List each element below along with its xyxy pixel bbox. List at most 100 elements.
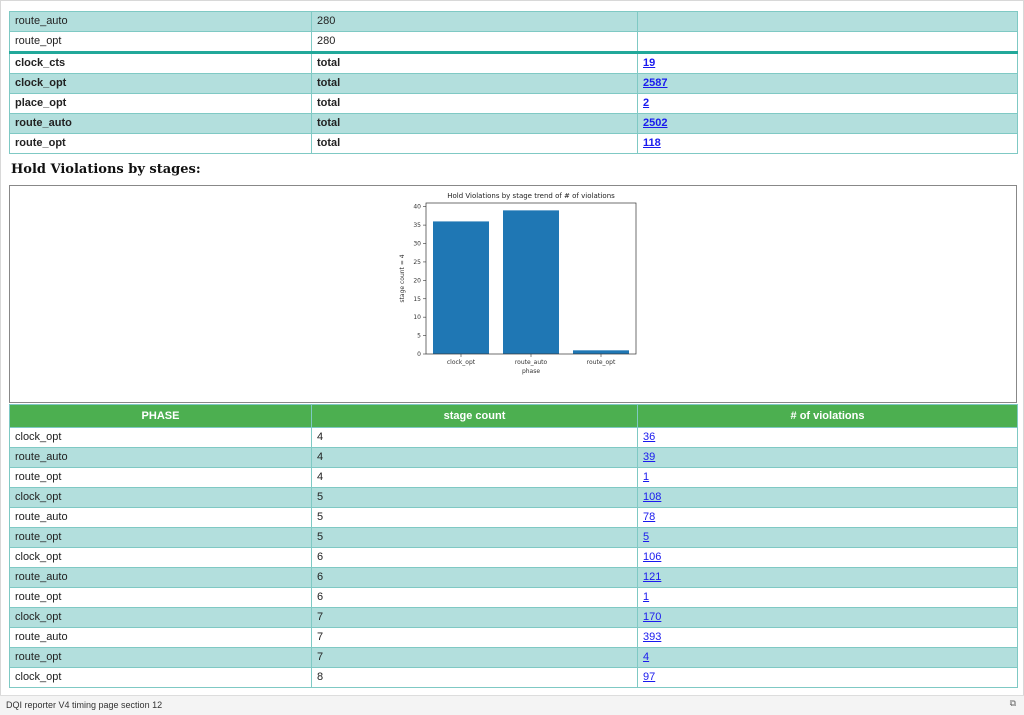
table-row: route_auto 5 78: [9, 507, 1018, 528]
stage-count-cell: 4: [311, 427, 638, 448]
phase-cell: clock_opt: [9, 607, 312, 628]
cell-c3: [637, 11, 1018, 32]
column-header[interactable]: PHASE: [9, 404, 312, 428]
chart-container: Hold Violations by stage trend of # of v…: [9, 185, 1017, 403]
total-link[interactable]: 19: [643, 57, 656, 69]
violations-link[interactable]: 4: [643, 651, 650, 663]
stage-count-cell: 6: [311, 547, 638, 568]
y-tick-label: 30: [413, 241, 421, 248]
table-row: route_opt 7 4: [9, 647, 1018, 668]
cell-c1: place_opt: [9, 93, 312, 114]
cell-c2: total: [311, 73, 638, 94]
hold-table: PHASE stage count # of violations clock_op…: [9, 404, 1018, 688]
violations-cell: 106: [637, 547, 1018, 568]
cell-c2: 280: [311, 31, 638, 53]
y-tick-label: 20: [413, 277, 421, 284]
cell-c1: clock_cts: [9, 51, 312, 74]
stage-count-cell: 7: [311, 627, 638, 648]
violations-link[interactable]: 5: [643, 531, 650, 543]
violations-link[interactable]: 121: [643, 571, 662, 583]
bar-route_opt: [573, 350, 629, 354]
cell-c3: 2502: [637, 113, 1018, 134]
phase-cell: route_auto: [9, 447, 312, 468]
y-tick-label: 25: [413, 259, 421, 266]
violations-cell: 393: [637, 627, 1018, 648]
violations-cell: 108: [637, 487, 1018, 508]
violations-link[interactable]: 1: [643, 471, 650, 483]
violations-cell: 97: [637, 667, 1018, 688]
violations-link[interactable]: 393: [643, 631, 662, 643]
table-row: clock_opt 7 170: [9, 607, 1018, 628]
page-frame: route_auto 280 route_opt 280 clock_cts total 1…: [0, 0, 1024, 696]
violations-cell: 1: [637, 467, 1018, 488]
phase-cell: route_auto: [9, 507, 312, 528]
y-tick-label: 40: [413, 204, 421, 211]
cell-c2: 280: [311, 11, 638, 32]
table-row: route_opt 280: [9, 31, 1018, 53]
x-tick-label: route_auto: [515, 359, 548, 366]
table-row: clock_opt 5 108: [9, 487, 1018, 508]
cell-c1: clock_opt: [9, 73, 312, 94]
phase-cell: route_opt: [9, 467, 312, 488]
violations-cell: 39: [637, 447, 1018, 468]
total-link[interactable]: 2502: [643, 117, 668, 129]
total-row: route_opt total 118: [9, 133, 1018, 154]
cell-c3: 19: [637, 51, 1018, 74]
phase-cell: clock_opt: [9, 427, 312, 448]
y-axis-label: stage count = 4: [399, 254, 406, 302]
violations-cell: 170: [637, 607, 1018, 628]
violations-link[interactable]: 108: [643, 491, 662, 503]
content: route_auto 280 route_opt 280 clock_cts total 1…: [9, 11, 1019, 688]
violations-cell: 121: [637, 567, 1018, 588]
cell-c2: total: [311, 133, 638, 154]
violations-link[interactable]: 36: [643, 431, 656, 443]
total-link[interactable]: 118: [643, 137, 661, 149]
stage-count-cell: 7: [311, 607, 638, 628]
violations-cell: 1: [637, 587, 1018, 608]
y-tick-label: 5: [417, 333, 421, 340]
total-row: clock_cts total 19: [9, 51, 1018, 74]
table-row: route_opt 4 1: [9, 467, 1018, 488]
y-tick-label: 15: [413, 296, 421, 303]
violations-cell: 36: [637, 427, 1018, 448]
stage-count-cell: 8: [311, 667, 638, 688]
violations-cell: 78: [637, 507, 1018, 528]
cell-c1: route_auto: [9, 11, 312, 32]
phase-cell: route_auto: [9, 567, 312, 588]
stage-count-cell: 7: [311, 647, 638, 668]
violations-link[interactable]: 1: [643, 591, 650, 603]
x-tick-label: clock_opt: [447, 359, 476, 366]
top-table: route_auto 280 route_opt 280 clock_cts total 1…: [9, 11, 1018, 154]
violations-link[interactable]: 97: [643, 671, 656, 683]
cell-c3: 118: [637, 133, 1018, 154]
cell-c3: [637, 31, 1018, 53]
violations-link[interactable]: 39: [643, 451, 656, 463]
column-header[interactable]: # of violations: [637, 404, 1018, 428]
total-row: clock_opt total 2587: [9, 73, 1018, 94]
bar-clock_opt: [433, 221, 489, 354]
total-link[interactable]: 2587: [643, 77, 668, 89]
phase-cell: route_opt: [9, 647, 312, 668]
y-tick-label: 10: [413, 314, 421, 321]
column-header[interactable]: stage count: [311, 404, 638, 428]
plot-frame: [425, 202, 637, 355]
restore-icon[interactable]: ⧉: [1009, 698, 1016, 708]
total-link[interactable]: 2: [643, 97, 650, 109]
violations-cell: 5: [637, 527, 1018, 548]
cell-c3: 2587: [637, 73, 1018, 94]
y-tick-label: 0: [417, 351, 421, 358]
violations-link[interactable]: 106: [643, 551, 662, 563]
table-row: route_auto 7 393: [9, 627, 1018, 648]
phase-cell: clock_opt: [9, 487, 312, 508]
x-tick-label: route_opt: [587, 359, 616, 366]
table-row: route_opt 6 1: [9, 587, 1018, 608]
cell-c2: total: [311, 93, 638, 114]
phase-cell: clock_opt: [9, 667, 312, 688]
phase-cell: route_opt: [9, 527, 312, 548]
violations-link[interactable]: 78: [643, 511, 656, 523]
y-tick-label: 35: [413, 222, 421, 229]
section-heading: Hold Violations by stages:: [11, 162, 201, 177]
stage-count-cell: 5: [311, 507, 638, 528]
violations-link[interactable]: 170: [643, 611, 662, 623]
cell-c1: route_opt: [9, 133, 312, 154]
